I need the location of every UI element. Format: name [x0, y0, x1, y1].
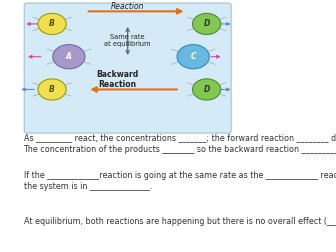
Circle shape	[193, 13, 221, 35]
Circle shape	[38, 79, 66, 100]
Text: At equilibrium, both reactions are happening but there is no overall effect (___: At equilibrium, both reactions are happe…	[24, 217, 336, 226]
Text: B: B	[49, 85, 55, 94]
Text: the system is in _______________.: the system is in _______________.	[24, 182, 152, 192]
FancyBboxPatch shape	[24, 3, 231, 133]
Text: The concentration of the products ________ so the backward reaction ____________: The concentration of the products ______…	[24, 145, 336, 154]
Text: Reaction: Reaction	[111, 2, 144, 11]
Text: D: D	[204, 85, 210, 94]
Text: As _________ react, the concentrations _______; the forward reaction ________ do: As _________ react, the concentrations _…	[24, 133, 336, 142]
Text: C: C	[191, 52, 196, 61]
Text: Same rate
at equilibrium: Same rate at equilibrium	[104, 34, 151, 47]
Text: Backward
Reaction: Backward Reaction	[96, 70, 139, 89]
Text: If the _____________reaction is going at the same rate as the _____________ reac: If the _____________reaction is going at…	[24, 171, 336, 180]
Text: A: A	[66, 52, 72, 61]
Text: D: D	[204, 19, 210, 28]
Circle shape	[177, 45, 209, 69]
Circle shape	[53, 45, 85, 69]
Circle shape	[193, 79, 221, 100]
Text: B: B	[49, 19, 55, 28]
Circle shape	[38, 13, 66, 35]
